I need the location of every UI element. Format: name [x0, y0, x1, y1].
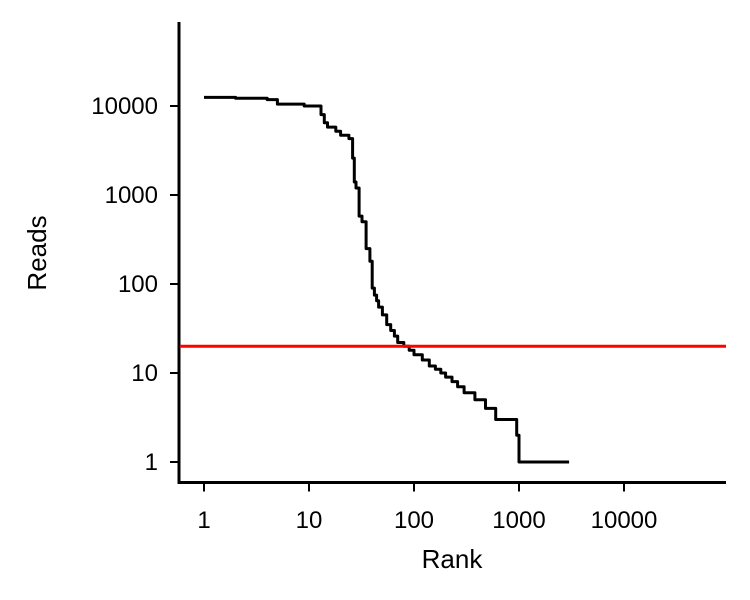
x-tick-label: 10000 [591, 507, 658, 534]
y-tick-label: 10000 [91, 93, 158, 120]
x-tick-label: 10 [296, 507, 323, 534]
plot-area: 1 10 100 1000 10000 1 10 100 1000 10000 [91, 22, 726, 534]
y-axis-title: Reads [22, 215, 52, 290]
y-tick-label: 10 [131, 360, 158, 387]
y-tick-label: 1000 [105, 182, 158, 209]
y-tick-label: 100 [118, 271, 158, 298]
x-axis-ticks: 1 10 100 1000 10000 [197, 482, 658, 534]
y-tick-label: 1 [145, 449, 158, 476]
x-tick-label: 100 [394, 507, 434, 534]
series-layer [180, 95, 726, 464]
x-tick-label: 1000 [492, 507, 545, 534]
x-tick-label: 1 [197, 507, 210, 534]
x-axis-title: Rank [422, 544, 484, 574]
y-axis-ticks: 1 10 100 1000 10000 [91, 93, 179, 476]
rank-reads-curve [204, 95, 570, 464]
